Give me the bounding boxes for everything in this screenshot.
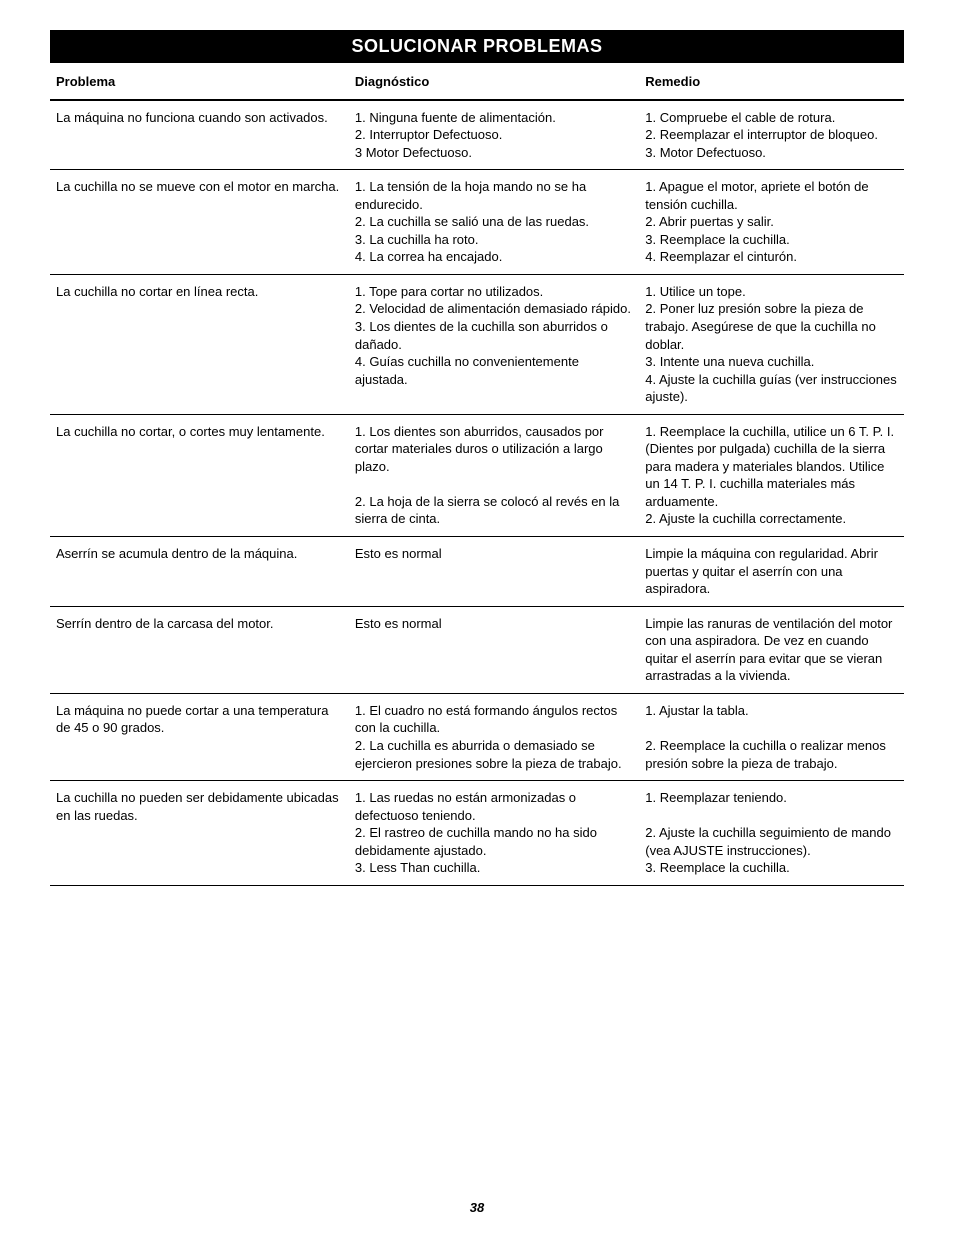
cell-remedy: Limpie las ranuras de ventilación del mo… [639, 606, 904, 693]
cell-remedy: 1. Utilice un tope. 2. Poner luz presión… [639, 274, 904, 414]
cell-diagnosis: 1. La tensión de la hoja mando no se ha … [349, 170, 639, 275]
table-row: Serrín dentro de la carcasa del motor.Es… [50, 606, 904, 693]
cell-diagnosis: 1. Ninguna fuente de alimentación. 2. In… [349, 100, 639, 170]
table-row: La máquina no puede cortar a una tempera… [50, 693, 904, 780]
cell-problem: La cuchilla no se mueve con el motor en … [50, 170, 349, 275]
col-header-problem: Problema [50, 63, 349, 100]
section-title: SOLUCIONAR PROBLEMAS [351, 36, 602, 56]
cell-problem: Aserrín se acumula dentro de la máquina. [50, 537, 349, 607]
cell-problem: La cuchilla no cortar, o cortes muy lent… [50, 414, 349, 536]
cell-remedy: 1. Reemplazar teniendo. 2. Ajuste la cuc… [639, 781, 904, 886]
table-body: La máquina no funciona cuando son activa… [50, 100, 904, 886]
troubleshooting-table: Problema Diagnóstico Remedio La máquina … [50, 63, 904, 886]
cell-remedy: 1. Reemplace la cuchilla, utilice un 6 T… [639, 414, 904, 536]
cell-problem: La máquina no puede cortar a una tempera… [50, 693, 349, 780]
cell-remedy: 1. Compruebe el cable de rotura. 2. Reem… [639, 100, 904, 170]
table-row: La cuchilla no cortar en línea recta.1. … [50, 274, 904, 414]
table-row: La cuchilla no pueden ser debidamente ub… [50, 781, 904, 886]
col-header-remedy: Remedio [639, 63, 904, 100]
table-row: La máquina no funciona cuando son activa… [50, 100, 904, 170]
table-row: Aserrín se acumula dentro de la máquina.… [50, 537, 904, 607]
cell-remedy: Limpie la máquina con regularidad. Abrir… [639, 537, 904, 607]
col-header-diagnosis: Diagnóstico [349, 63, 639, 100]
cell-problem: La máquina no funciona cuando son activa… [50, 100, 349, 170]
table-header-row: Problema Diagnóstico Remedio [50, 63, 904, 100]
cell-diagnosis: 1. Los dientes son aburridos, causados p… [349, 414, 639, 536]
page-number: 38 [0, 1200, 954, 1215]
cell-problem: La cuchilla no pueden ser debidamente ub… [50, 781, 349, 886]
cell-diagnosis: 1. Tope para cortar no utilizados. 2. Ve… [349, 274, 639, 414]
page-container: SOLUCIONAR PROBLEMAS Problema Diagnóstic… [0, 0, 954, 1235]
table-row: La cuchilla no cortar, o cortes muy lent… [50, 414, 904, 536]
cell-remedy: 1. Apague el motor, apriete el botón de … [639, 170, 904, 275]
cell-diagnosis: 1. El cuadro no está formando ángulos re… [349, 693, 639, 780]
cell-problem: Serrín dentro de la carcasa del motor. [50, 606, 349, 693]
section-title-bar: SOLUCIONAR PROBLEMAS [50, 30, 904, 63]
cell-diagnosis: Esto es normal [349, 537, 639, 607]
cell-remedy: 1. Ajustar la tabla. 2. Reemplace la cuc… [639, 693, 904, 780]
cell-problem: La cuchilla no cortar en línea recta. [50, 274, 349, 414]
cell-diagnosis: Esto es normal [349, 606, 639, 693]
table-row: La cuchilla no se mueve con el motor en … [50, 170, 904, 275]
cell-diagnosis: 1. Las ruedas no están armonizadas o def… [349, 781, 639, 886]
